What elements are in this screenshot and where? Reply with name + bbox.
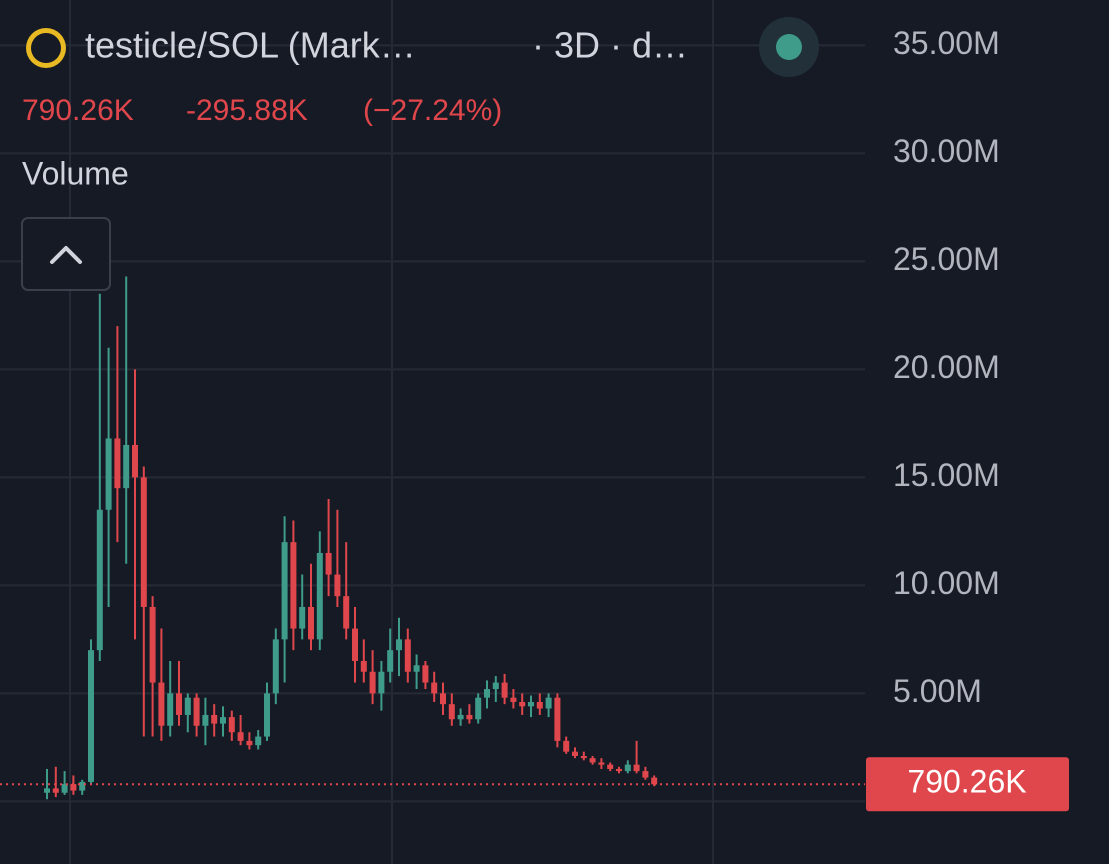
candles: [0, 276, 865, 800]
candle-body: [457, 714, 464, 720]
y-axis: 0.005.00M10.00M15.00M20.00M25.00M30.00M3…: [866, 25, 1069, 817]
candle-body: [114, 438, 121, 489]
candle-body: [343, 596, 350, 629]
candle-body: [61, 784, 68, 793]
candle-body: [96, 509, 103, 651]
grid: [0, 0, 865, 864]
candle-body: [387, 650, 394, 672]
candle-body: [510, 697, 517, 702]
candle-body: [88, 650, 94, 782]
candle-body: [624, 764, 631, 772]
change-value: -295.88K: [186, 94, 308, 127]
candle-body: [536, 702, 543, 709]
candle-body: [633, 764, 640, 772]
candle-body: [228, 717, 235, 733]
y-tick-label: 20.00M: [893, 349, 1000, 385]
candle-body: [413, 665, 420, 672]
candle-body: [378, 671, 385, 694]
change-percent: (−27.24%): [363, 94, 502, 127]
candle-body: [255, 736, 262, 746]
candle-body: [220, 717, 226, 724]
candle-body: [396, 639, 402, 651]
candle-body: [237, 732, 244, 741]
candle-body: [316, 552, 323, 640]
candle-body: [598, 762, 605, 765]
candle-body: [642, 771, 649, 778]
candle-body: [149, 606, 156, 683]
candle-body: [272, 639, 279, 694]
candle-body: [352, 628, 358, 661]
candle-body: [369, 671, 376, 694]
y-tick-label: 10.00M: [893, 565, 1000, 601]
candle-body: [501, 682, 508, 698]
candle-body: [440, 693, 446, 705]
candle-body: [616, 768, 622, 772]
close-value: 790.26K: [22, 94, 134, 127]
candle-body: [281, 542, 288, 640]
candle-body: [246, 740, 253, 746]
candle-body: [651, 777, 658, 785]
candle-body: [519, 702, 526, 707]
candle-body: [123, 444, 130, 489]
candle-body: [580, 756, 587, 759]
candle-body: [431, 682, 438, 694]
candle-body: [404, 639, 411, 672]
candle-body: [308, 606, 314, 640]
candle-body: [193, 697, 200, 726]
collapse-button[interactable]: [21, 217, 111, 291]
candle-body: [589, 758, 596, 763]
candle-body: [44, 788, 50, 793]
candle-body: [184, 697, 191, 715]
candle-body: [554, 697, 561, 741]
y-tick-label: 35.00M: [893, 25, 1000, 61]
indicator-label: Volume: [22, 155, 129, 191]
candle-body: [158, 682, 165, 726]
candle-body: [52, 788, 59, 793]
candle-body: [466, 714, 473, 720]
candle-body: [140, 477, 147, 607]
candle-body: [105, 438, 112, 510]
collapse-button-box[interactable]: [21, 217, 111, 291]
y-tick-label: 5.00M: [893, 673, 982, 709]
candle-body: [70, 784, 77, 791]
candle-body: [545, 697, 552, 709]
candle-body: [475, 697, 482, 720]
candle-body: [202, 714, 209, 726]
candle-body: [607, 764, 614, 769]
candle-body: [176, 693, 182, 715]
y-tick-label: 25.00M: [893, 241, 1000, 277]
y-tick-label: 15.00M: [893, 457, 1000, 493]
interval: · 3D · d…: [532, 25, 688, 66]
status-dot: [776, 34, 802, 60]
candle-body: [211, 714, 218, 724]
candle-body: [325, 552, 332, 575]
candle-body: [79, 781, 86, 791]
last-price-box: [866, 757, 1069, 812]
candle-body: [334, 574, 341, 597]
candle-body: [448, 704, 455, 720]
candle-body: [422, 665, 429, 683]
candle-body: [563, 740, 570, 752]
chart-title: testicle/SOL (Mark…: [85, 25, 416, 66]
candle-body: [528, 702, 534, 707]
candle-body: [132, 444, 138, 478]
candle-body: [167, 693, 174, 726]
candle-body: [572, 751, 578, 756]
y-tick-label: 30.00M: [893, 133, 1000, 169]
last-price-label: 790.26K: [907, 764, 1026, 800]
token-icon-face: [31, 33, 61, 63]
candle-body: [492, 682, 499, 690]
candle-body: [360, 660, 367, 672]
candle-body: [484, 689, 490, 698]
chevron-up: [50, 246, 82, 264]
candle-body: [299, 606, 306, 629]
candle-body: [264, 693, 270, 737]
candle-body: [290, 542, 297, 629]
